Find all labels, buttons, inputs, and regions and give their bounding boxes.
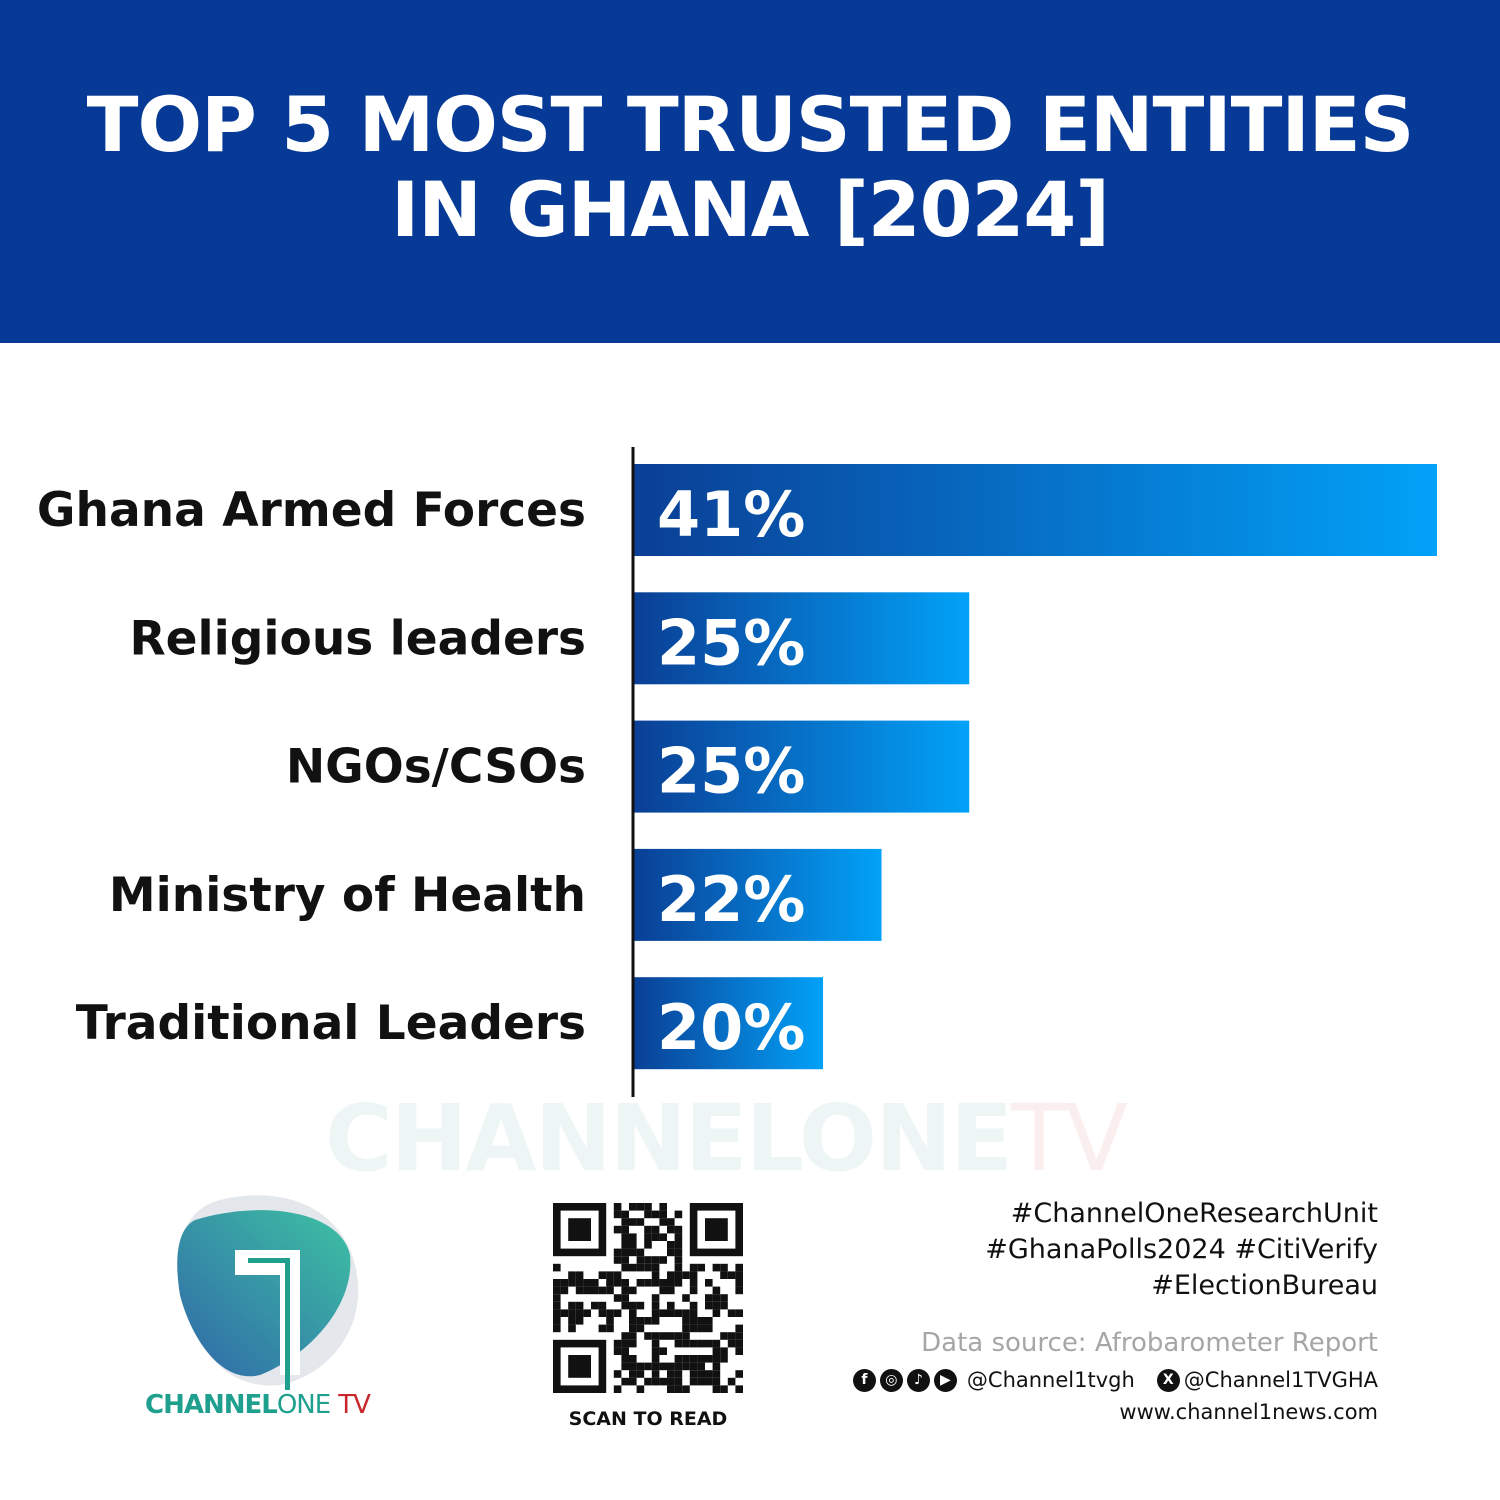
bar: [633, 977, 824, 1070]
social-row: f ◎ ♪ ▶ @Channel1tvgh X @Channel1TVGHA: [852, 1368, 1378, 1392]
title-line-2: IN GHANA [2024]: [390, 165, 1110, 254]
category-label: NGOs/CSOs: [286, 740, 586, 795]
hashtag-line: #ElectionBureau: [1151, 1270, 1378, 1301]
x-icon[interactable]: X: [1156, 1368, 1180, 1392]
tiktok-icon[interactable]: ♪: [906, 1368, 930, 1392]
data-label: 25%: [657, 606, 805, 679]
category-label: Ghana Armed Forces: [37, 483, 586, 538]
instagram-icon[interactable]: ◎: [879, 1368, 903, 1392]
bar: [633, 848, 882, 941]
channelone-logo: [177, 1195, 359, 1390]
category-label: Ministry of Health: [109, 868, 586, 923]
hashtags: #ChannelOneResearchUnit #GhanaPolls2024 …: [985, 1196, 1378, 1304]
data-label: 25%: [657, 735, 805, 808]
handle-x[interactable]: @Channel1TVGHA: [1183, 1368, 1378, 1392]
website-link[interactable]: www.channel1news.com: [1119, 1400, 1378, 1424]
bar: [633, 464, 1437, 556]
category-label: Traditional Leaders: [76, 996, 586, 1051]
watermark: CHANNELONETV: [325, 1085, 1128, 1192]
handle-facebook[interactable]: @Channel1tvgh: [966, 1368, 1135, 1392]
data-label: 20%: [657, 991, 805, 1064]
title-line-1: TOP 5 MOST TRUSTED ENTITIES: [86, 80, 1415, 169]
hashtag-line: #ChannelOneResearchUnit: [1010, 1198, 1378, 1229]
youtube-icon[interactable]: ▶: [933, 1368, 957, 1392]
logo-wordmark: CHANNELONE TV: [145, 1390, 371, 1420]
bar: [633, 720, 970, 813]
bar: [633, 592, 970, 685]
qr-code[interactable]: [553, 1203, 743, 1393]
data-label: 41%: [657, 478, 805, 551]
data-label: 22%: [657, 863, 805, 936]
header-banner: TOP 5 MOST TRUSTED ENTITIES IN GHANA [20…: [0, 0, 1500, 343]
category-label: Religious leaders: [129, 611, 586, 666]
data-source: Data source: Afrobarometer Report: [921, 1328, 1378, 1358]
qr-caption: SCAN TO READ: [568, 1408, 728, 1430]
facebook-icon[interactable]: f: [852, 1368, 876, 1392]
hashtag-line: #GhanaPolls2024 #CitiVerify: [985, 1234, 1378, 1265]
